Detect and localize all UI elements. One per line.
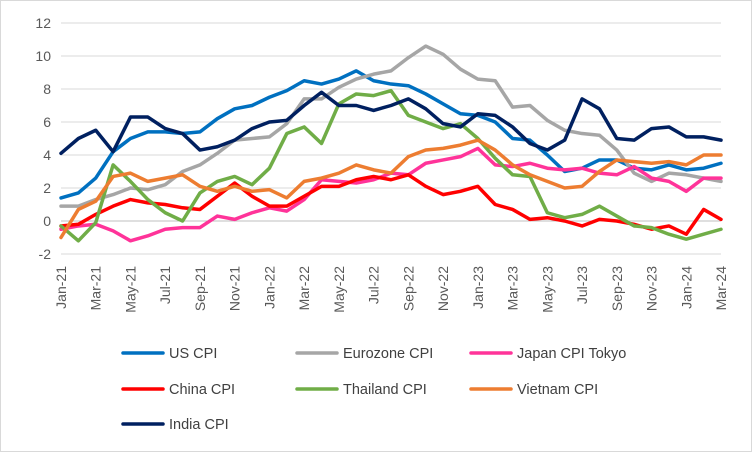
y-tick-label: 8	[43, 81, 51, 97]
series-line-vietnam-cpi	[59, 138, 723, 240]
series-lines	[59, 44, 723, 243]
x-tick-label: Nov-21	[227, 266, 243, 311]
y-tick-label: 10	[35, 48, 51, 64]
legend-item-china-cpi: China CPI	[121, 382, 235, 398]
legend-item-vietnam-cpi: Vietnam CPI	[469, 382, 598, 398]
x-tick-label: May-21	[122, 266, 138, 313]
y-tick-label: 0	[43, 213, 51, 229]
x-tick-label: Jan-21	[53, 266, 69, 309]
y-tick-label: -2	[39, 246, 52, 262]
x-tick-label: Sep-21	[192, 266, 208, 311]
x-tick-label: Mar-24	[713, 266, 729, 311]
x-tick-label: Jul-21	[157, 266, 173, 304]
legend-item-eurozone-cpi: Eurozone CPI	[295, 346, 433, 362]
legend-label: China CPI	[169, 382, 235, 398]
legend-label: Eurozone CPI	[343, 346, 433, 362]
x-tick-label: Jan-22	[261, 266, 277, 309]
legend-label: Japan CPI Tokyo	[517, 346, 626, 362]
series-line-us-cpi	[59, 69, 723, 200]
x-tick-label: Sep-23	[609, 266, 625, 311]
series-line-eurozone-cpi	[59, 44, 723, 208]
x-tick-label: May-23	[539, 266, 555, 313]
x-tick-label: Mar-22	[296, 266, 312, 311]
legend-label: Thailand CPI	[343, 382, 427, 398]
axes: -2 0 2 4 6 8 10 12 Jan-21 Mar-21 May-21 Jul-21 Sep-2…	[35, 15, 729, 313]
x-tick-label: Mar-23	[505, 266, 521, 311]
legend-label: India CPI	[169, 417, 229, 433]
y-tick-label: 4	[43, 147, 51, 163]
series-line-thailand-cpi	[59, 88, 723, 243]
x-tick-label: Nov-22	[435, 266, 451, 311]
legend-label: US CPI	[169, 346, 217, 362]
series-line-india-cpi	[59, 90, 723, 156]
x-tick-label: May-22	[331, 266, 347, 313]
legend-item-us-cpi: US CPI	[121, 346, 217, 362]
x-tick-label: Jul-23	[574, 266, 590, 304]
x-tick-label: Nov-23	[644, 266, 660, 311]
y-tick-label: 2	[43, 180, 51, 196]
legend-item-thailand-cpi: Thailand CPI	[295, 382, 427, 398]
legend-label: Vietnam CPI	[517, 382, 598, 398]
x-tick-label: Mar-21	[88, 266, 104, 311]
x-tick-label: Jan-23	[470, 266, 486, 309]
x-tick-label: Jan-24	[678, 266, 694, 309]
y-tick-label: 6	[43, 114, 51, 130]
legend-item-japan-cpi-tokyo: Japan CPI Tokyo	[469, 346, 626, 362]
x-tick-label: Jul-22	[366, 266, 382, 304]
y-tick-label: 12	[35, 15, 51, 31]
legend: US CPI Eurozone CPI Japan CPI Tokyo China C…	[121, 346, 626, 433]
series-line-china-cpi	[59, 173, 723, 236]
legend-item-india-cpi: India CPI	[121, 417, 229, 433]
x-tick-label: Sep-22	[400, 266, 416, 311]
